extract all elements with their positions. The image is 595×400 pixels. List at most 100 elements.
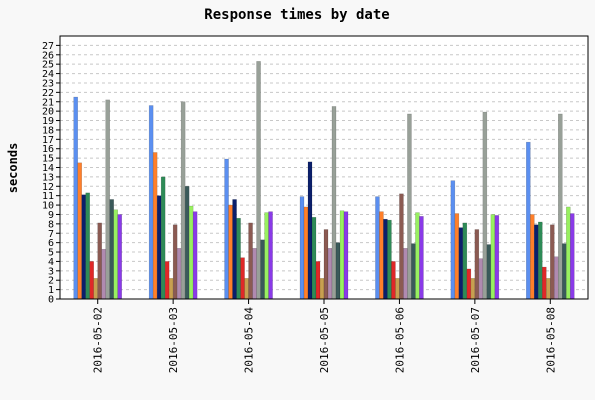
y-tick-label: 21 — [42, 97, 54, 108]
bar — [566, 206, 571, 300]
y-tick-label: 20 — [42, 107, 54, 118]
y-tick-label: 3 — [48, 266, 54, 277]
bar — [399, 193, 404, 300]
x-tick-label: 2016-05-03 — [167, 307, 180, 373]
plot-frame — [59, 35, 589, 300]
bar — [85, 192, 90, 300]
bar — [538, 221, 543, 300]
bar — [391, 261, 396, 300]
y-tick-label: 22 — [42, 88, 54, 99]
bar — [482, 111, 488, 300]
y-tick-label: 19 — [42, 116, 54, 127]
plot-area: 0123456789101112131415161718192021222324… — [42, 35, 589, 373]
bar — [97, 222, 102, 300]
bar — [387, 219, 392, 300]
bar — [478, 258, 484, 300]
bar — [160, 176, 166, 300]
bar — [339, 210, 345, 300]
bar — [327, 248, 333, 300]
bar — [470, 278, 476, 300]
bar — [411, 243, 416, 300]
bar — [450, 180, 456, 300]
bar — [570, 213, 575, 300]
x-tick-label: 2016-05-05 — [318, 307, 331, 373]
bar — [156, 195, 162, 300]
bar — [542, 266, 547, 300]
bar — [311, 217, 317, 300]
bar — [244, 278, 249, 300]
y-tick-label: 14 — [42, 163, 54, 174]
bar — [268, 211, 273, 300]
bar — [530, 214, 535, 300]
y-tick-label: 0 — [48, 295, 54, 306]
y-tick-label: 17 — [42, 135, 54, 146]
y-tick-label: 1 — [48, 285, 54, 296]
y-axis-label: seconds — [6, 143, 20, 194]
bar — [252, 248, 257, 300]
bar — [419, 216, 424, 300]
bar — [264, 212, 269, 300]
y-tick-label: 9 — [48, 210, 54, 221]
bar — [109, 199, 114, 300]
bar — [474, 229, 480, 300]
bar — [558, 113, 563, 300]
bar — [554, 256, 559, 300]
bar — [303, 206, 309, 300]
y-tick-label: 7 — [48, 229, 54, 240]
bar — [184, 186, 190, 300]
y-tick-label: 27 — [42, 41, 54, 52]
bar — [256, 61, 261, 300]
bar — [232, 199, 237, 300]
bar — [73, 96, 78, 300]
bar — [315, 261, 321, 300]
y-tick-label: 4 — [48, 257, 54, 268]
bar — [152, 152, 158, 300]
y-tick-label: 23 — [42, 78, 54, 89]
bar — [101, 248, 106, 300]
bar — [526, 141, 531, 300]
y-tick-label: 13 — [42, 172, 54, 183]
bar — [228, 204, 233, 300]
bar — [486, 244, 492, 300]
bar — [454, 213, 460, 300]
x-tick-label: 2016-05-06 — [393, 307, 406, 373]
bar — [331, 106, 337, 300]
bar — [375, 196, 380, 300]
bar — [93, 278, 98, 300]
bar — [319, 278, 325, 300]
bar — [299, 196, 305, 300]
chart-title: Response times by date — [204, 7, 389, 23]
bar — [172, 224, 178, 300]
bar — [494, 215, 500, 300]
bar — [466, 268, 472, 300]
bar — [105, 99, 110, 300]
y-tick-label: 26 — [42, 50, 54, 61]
x-tick-label: 2016-05-07 — [469, 307, 482, 373]
bar — [383, 218, 388, 300]
y-tick-label: 18 — [42, 125, 54, 136]
bar — [260, 239, 265, 300]
bar — [490, 214, 496, 300]
y-tick-label: 6 — [48, 238, 54, 249]
y-tick-label: 25 — [42, 60, 54, 71]
y-tick-label: 8 — [48, 219, 54, 230]
bar — [407, 113, 412, 300]
bar — [395, 278, 400, 300]
y-tick-label: 10 — [42, 201, 54, 212]
bar — [415, 212, 420, 300]
bar — [534, 224, 539, 300]
y-tick-label: 2 — [48, 276, 54, 287]
bar — [307, 161, 313, 300]
bar — [77, 162, 82, 300]
bar — [168, 278, 174, 300]
y-tick-label: 15 — [42, 154, 54, 165]
x-tick-label: 2016-05-02 — [92, 307, 105, 373]
bar — [562, 243, 567, 300]
x-tick-label: 2016-05-08 — [544, 307, 557, 373]
bar — [117, 214, 122, 300]
bar — [113, 209, 118, 300]
bar — [192, 211, 198, 300]
bar — [236, 217, 241, 300]
